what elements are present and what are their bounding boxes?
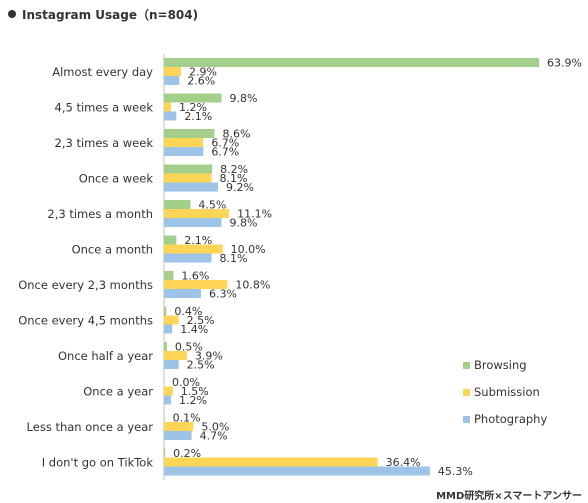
bar-submission — [164, 244, 223, 254]
category-label: Once a month — [72, 242, 153, 256]
data-label: 4.5% — [198, 199, 226, 212]
bar-browsing — [164, 306, 167, 316]
bar-photography — [164, 147, 204, 156]
legend-swatch-photography — [463, 416, 470, 423]
bar-photography — [164, 111, 177, 121]
data-label: 9.2% — [226, 181, 254, 194]
data-label: 8.6% — [222, 128, 250, 141]
data-label: 1.2% — [179, 394, 207, 407]
bar-submission — [164, 315, 179, 325]
data-label: 6.3% — [209, 288, 237, 301]
bullet-icon — [8, 10, 16, 18]
data-label: 9.8% — [230, 92, 258, 105]
data-label: 6.7% — [211, 146, 239, 159]
data-label: 2.1% — [184, 234, 212, 247]
category-label: Once a week — [79, 171, 154, 185]
bar-submission — [164, 209, 230, 218]
category-label: Once half a year — [58, 349, 153, 363]
bar-browsing — [164, 200, 191, 209]
bar-photography — [164, 218, 222, 227]
bar-photography — [164, 431, 192, 440]
bar-submission — [164, 351, 187, 360]
data-label: 8.1% — [220, 252, 248, 265]
data-label: 2.9% — [189, 66, 217, 79]
bar-photography — [164, 360, 179, 369]
source-credit: MMD研究所×スマートアンサー — [436, 491, 582, 502]
data-label: 2.5% — [187, 314, 215, 327]
data-label: 1.2% — [179, 101, 207, 114]
data-label: 0.1% — [173, 412, 201, 425]
category-label: I don't go on TikTok — [42, 455, 154, 469]
bar-photography — [164, 253, 212, 263]
data-label: 36.4% — [386, 456, 421, 469]
category-label: Once every 4,5 months — [18, 313, 153, 327]
bar-photography — [164, 395, 172, 405]
bar-photography — [164, 289, 201, 298]
legend-swatch-browsing — [463, 362, 470, 369]
data-label: 9.8% — [230, 217, 258, 230]
data-label: 11.1% — [237, 208, 272, 221]
data-label: 0.2% — [173, 447, 201, 460]
category-label: Almost every day — [52, 65, 153, 79]
category-label: 4,5 times a week — [55, 100, 154, 114]
legend-label-browsing: Browsing — [474, 358, 527, 372]
bar-submission — [164, 138, 204, 147]
data-label: 63.9% — [547, 57, 582, 70]
bar-browsing — [164, 93, 222, 103]
bar-submission — [164, 280, 228, 289]
data-label: 1.5% — [181, 385, 209, 398]
bar-browsing — [164, 129, 215, 138]
bar-photography — [164, 76, 180, 85]
data-label: 1.6% — [181, 270, 209, 283]
category-label: Once every 2,3 months — [18, 278, 153, 292]
category-label: 2,3 times a month — [47, 207, 153, 221]
category-label: 2,3 times a week — [55, 136, 154, 150]
data-label: 0.0% — [172, 376, 200, 389]
data-label: 4.7% — [200, 430, 228, 443]
data-label: 3.9% — [195, 350, 223, 363]
chart-title: Instagram Usage（n=804) — [8, 6, 198, 23]
bar-submission — [164, 422, 194, 431]
data-label: 2.5% — [187, 359, 215, 372]
data-label: 45.3% — [438, 465, 473, 478]
bar-photography — [164, 182, 218, 192]
bar-photography — [164, 324, 173, 334]
category-label: Once a year — [83, 384, 153, 398]
bar-browsing — [164, 235, 177, 245]
chart-title-text: Instagram Usage（n=804) — [22, 8, 199, 22]
legend-label-photography: Photography — [474, 412, 547, 426]
bar-browsing — [164, 413, 165, 422]
data-label: 0.4% — [174, 305, 202, 318]
data-label: 2.1% — [184, 110, 212, 123]
bar-browsing — [164, 58, 539, 67]
data-label: 5.0% — [201, 421, 229, 434]
bar-browsing — [164, 164, 213, 174]
legend-label-submission: Submission — [474, 385, 540, 399]
data-label: 2.6% — [187, 75, 215, 88]
data-label: 8.1% — [220, 172, 248, 185]
bar-submission — [164, 173, 212, 183]
bar-submission — [164, 457, 378, 467]
bar-browsing — [164, 271, 174, 280]
bar-submission — [164, 102, 172, 112]
data-label: 10.0% — [231, 243, 266, 256]
data-label: 6.7% — [211, 137, 239, 150]
data-label: 10.8% — [235, 279, 270, 292]
bar-submission — [164, 386, 173, 396]
data-label: 1.4% — [180, 323, 208, 336]
bar-browsing — [164, 448, 166, 458]
data-label: 0.5% — [175, 341, 203, 354]
bar-submission — [164, 67, 182, 76]
bar-photography — [164, 466, 430, 476]
bar-browsing — [164, 342, 167, 351]
legend-swatch-submission — [463, 389, 470, 396]
data-label: 8.2% — [220, 163, 248, 176]
category-label: Less than once a year — [27, 420, 154, 434]
